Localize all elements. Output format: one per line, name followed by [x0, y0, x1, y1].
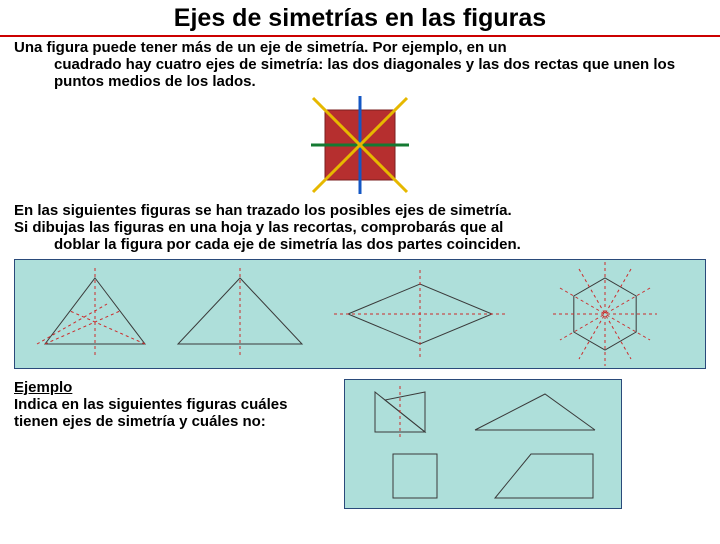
ejemplo-label: Ejemplo: [14, 379, 72, 396]
para1-line1: Una figura puede tener más de un eje de …: [14, 39, 507, 56]
para1-rest: cuadrado hay cuatro ejes de simetría: la…: [14, 56, 706, 90]
symmetry-figures-strip: [14, 259, 706, 369]
ejemplo-svg: [345, 380, 621, 508]
square-symmetry-demo: [311, 96, 409, 194]
paragraph-2: En las siguientes figuras se han trazado…: [14, 202, 706, 253]
ejemplo-body: Indica en las siguientes figuras cuáles …: [14, 396, 287, 430]
ejemplo-text-block: Ejemplo Indica en las siguientes figuras…: [14, 379, 334, 430]
ejemplo-figures-box: [344, 379, 622, 509]
paragraph-1: Una figura puede tener más de un eje de …: [14, 39, 706, 90]
strip-svg: [15, 260, 705, 368]
para2-line1: En las siguientes figuras se han trazado…: [14, 202, 512, 219]
page-title: Ejes de simetrías en las figuras: [0, 4, 720, 37]
para2-rest: doblar la figura por cada eje de simetrí…: [14, 236, 706, 253]
para2-line2: Si dibujas las figuras en una hoja y las…: [14, 219, 503, 236]
